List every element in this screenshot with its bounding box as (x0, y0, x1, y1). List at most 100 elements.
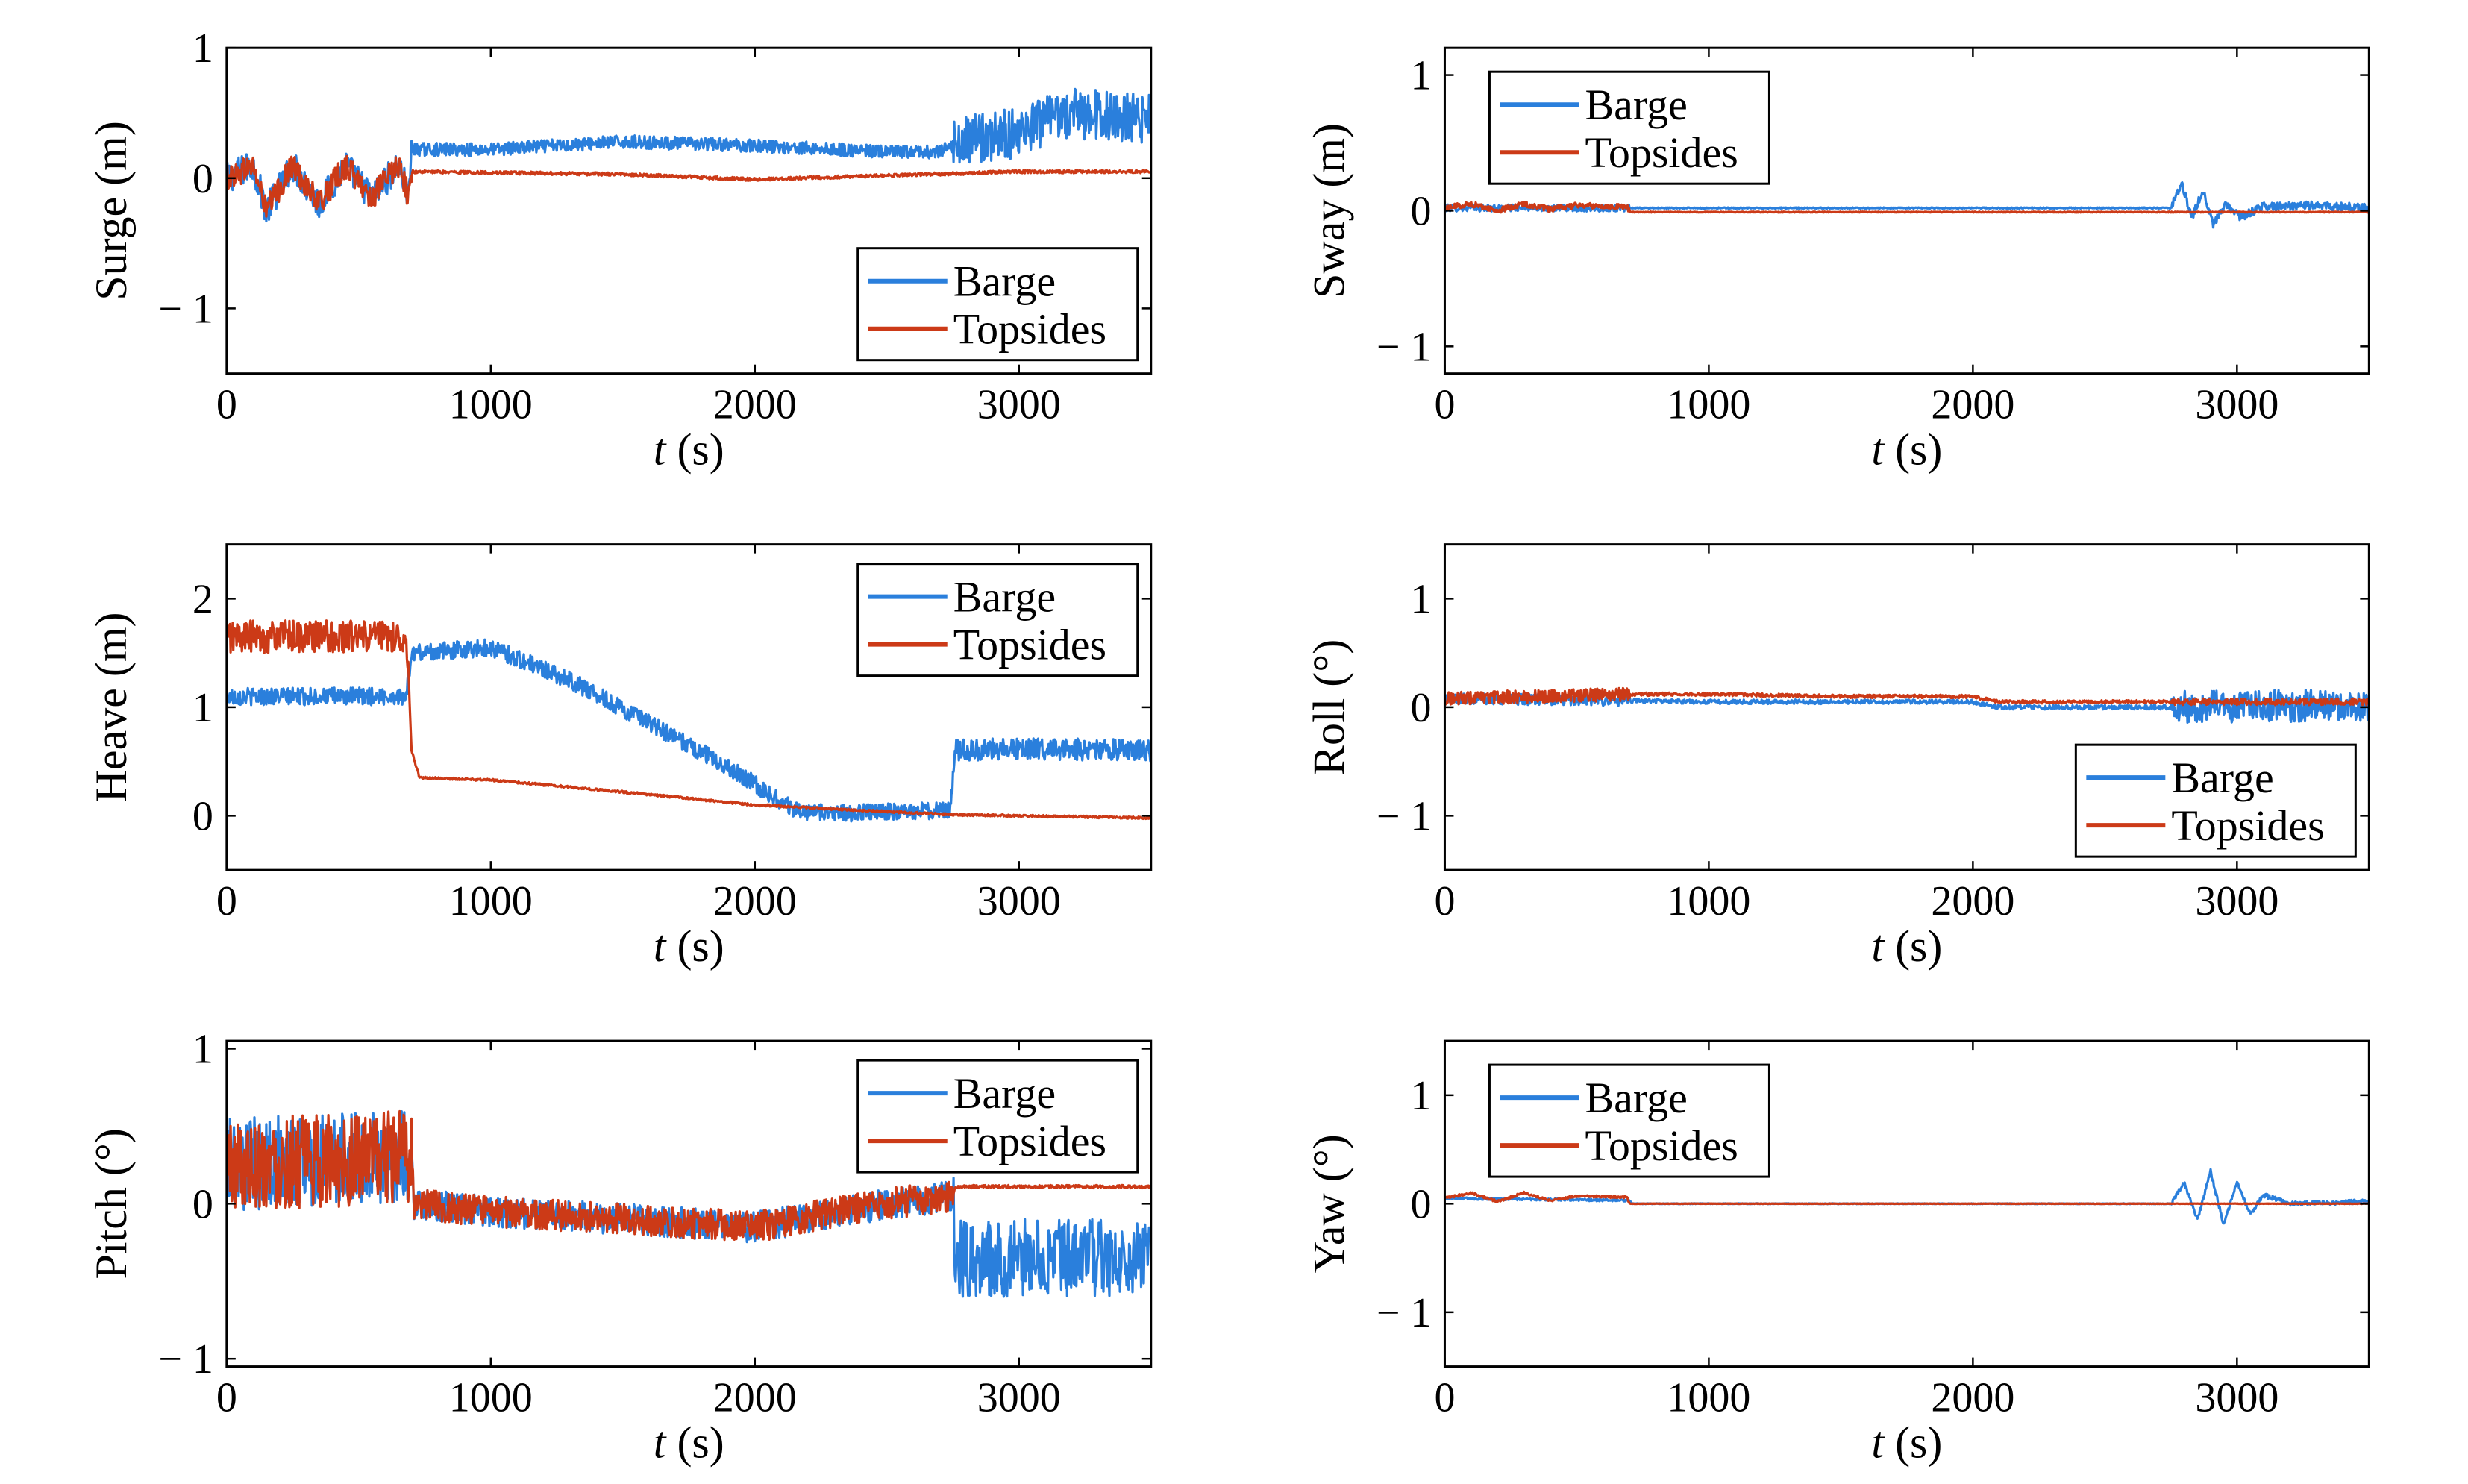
series-topsides-line (226, 154, 1151, 218)
series-barge-line (226, 638, 1151, 823)
y-tick-label: 0 (1410, 188, 1431, 234)
y-axis-label: Heave (m) (87, 612, 136, 802)
x-tick-label: 2000 (1931, 382, 2014, 428)
x-axis-label: t (s) (654, 425, 724, 475)
y-axis-label: Roll (°) (1304, 639, 1353, 775)
y-axis-label: Sway (m) (1304, 123, 1353, 298)
y-tick-label: 1 (192, 685, 213, 731)
x-tick-label: 1000 (1667, 382, 1750, 428)
legend-label-barge: Barge (953, 1069, 1056, 1118)
y-tick-label: − 1 (1376, 793, 1432, 839)
panel-3: 0 1000 2000 3000 0 1 2 t (s) Heave (m) BargeTopsi… (87, 543, 1153, 971)
y-tick-label: 1 (192, 1026, 213, 1072)
x-tick-label: 3000 (2195, 1375, 2278, 1421)
legend-label-topsides: Topsides (1585, 128, 1738, 177)
legend-label-topsides: Topsides (953, 305, 1106, 354)
x-tick-label: 2000 (713, 1375, 797, 1421)
x-tick-label: 2000 (713, 382, 797, 428)
x-tick-label: 1000 (449, 878, 533, 924)
y-tick-label: − 1 (1376, 1290, 1432, 1336)
legend-box (2074, 743, 2357, 858)
x-tick-label: 0 (1434, 1375, 1455, 1421)
legend-label-barge: Barge (953, 257, 1056, 306)
legend-label-barge: Barge (1585, 81, 1687, 129)
y-tick-label: 0 (192, 1181, 213, 1227)
x-axis-label: t (s) (654, 1418, 724, 1468)
y-tick-label: − 1 (158, 286, 213, 332)
plot-area (1444, 181, 2370, 229)
y-tick-label: 0 (192, 793, 213, 839)
x-tick-label: 1000 (449, 382, 533, 428)
x-tick-label: 0 (1434, 382, 1455, 428)
series-topsides-line (1444, 200, 2370, 214)
legend-label-topsides: Topsides (1585, 1121, 1738, 1170)
y-tick-label: 1 (192, 25, 213, 72)
y-tick-label: 1 (1410, 576, 1431, 622)
x-tick-label: 3000 (977, 1375, 1061, 1421)
plot-area (226, 1109, 1151, 1298)
x-axis-label: t (s) (1871, 921, 1942, 971)
series-topsides-line (1444, 686, 2370, 707)
plot-area (226, 619, 1151, 823)
plot-area (226, 87, 1151, 223)
legend-label-topsides: Topsides (953, 1117, 1106, 1165)
x-tick-label: 2000 (1931, 878, 2014, 924)
x-axis-label: t (s) (654, 921, 724, 971)
x-tick-label: 3000 (977, 382, 1061, 428)
x-tick-label: 1000 (1667, 878, 1750, 924)
legend-label-barge: Barge (953, 573, 1056, 622)
panel-1: 0 1000 2000 3000 − 1 0 1 t (s) Surge (m) BargeTop… (87, 25, 1153, 475)
y-tick-label: − 1 (158, 1336, 213, 1383)
plot-area (1444, 686, 2370, 724)
y-tick-label: − 1 (1376, 324, 1432, 370)
series-topsides-line (226, 619, 1151, 821)
legend-box (1488, 1063, 1770, 1178)
y-axis-label: Yaw (°) (1304, 1134, 1353, 1273)
x-tick-label: 0 (216, 382, 237, 428)
series-topsides-line (1444, 1190, 2370, 1206)
y-tick-label: 1 (1410, 53, 1431, 99)
series-topsides-line (226, 1109, 1151, 1242)
legend-label-topsides: Topsides (953, 621, 1106, 669)
legend-label-topsides: Topsides (2171, 801, 2324, 850)
x-tick-label: 0 (216, 878, 237, 924)
series-barge-line (226, 87, 1151, 223)
x-axis-label: t (s) (1871, 1418, 1942, 1468)
x-tick-label: 1000 (1667, 1375, 1750, 1421)
legend-box (856, 1059, 1139, 1174)
x-tick-label: 3000 (2195, 382, 2278, 428)
x-tick-label: 0 (1434, 878, 1455, 924)
axes-frame (225, 46, 1153, 375)
y-axis-label: Pitch (°) (87, 1128, 136, 1279)
x-tick-label: 2000 (713, 878, 797, 924)
x-tick-label: 3000 (2195, 878, 2278, 924)
x-tick-label: 1000 (449, 1375, 533, 1421)
y-tick-label: 0 (1410, 1181, 1431, 1227)
x-tick-label: 0 (216, 1375, 237, 1421)
legend-box (1488, 70, 1770, 185)
legend-box (856, 247, 1139, 362)
x-tick-label: 3000 (977, 878, 1061, 924)
y-tick-label: 1 (1410, 1073, 1431, 1119)
plot-area (1444, 1168, 2370, 1225)
x-tick-label: 2000 (1931, 1375, 2014, 1421)
y-tick-label: 0 (192, 156, 213, 202)
y-tick-label: 2 (192, 576, 213, 622)
legend-box (856, 563, 1139, 677)
y-tick-label: 0 (1410, 685, 1431, 731)
legend-label-barge: Barge (1585, 1074, 1687, 1122)
y-axis-label: Surge (m) (87, 121, 136, 301)
legend-label-barge: Barge (2171, 754, 2273, 802)
series-barge-line (1444, 181, 2370, 229)
x-axis-label: t (s) (1871, 425, 1942, 475)
